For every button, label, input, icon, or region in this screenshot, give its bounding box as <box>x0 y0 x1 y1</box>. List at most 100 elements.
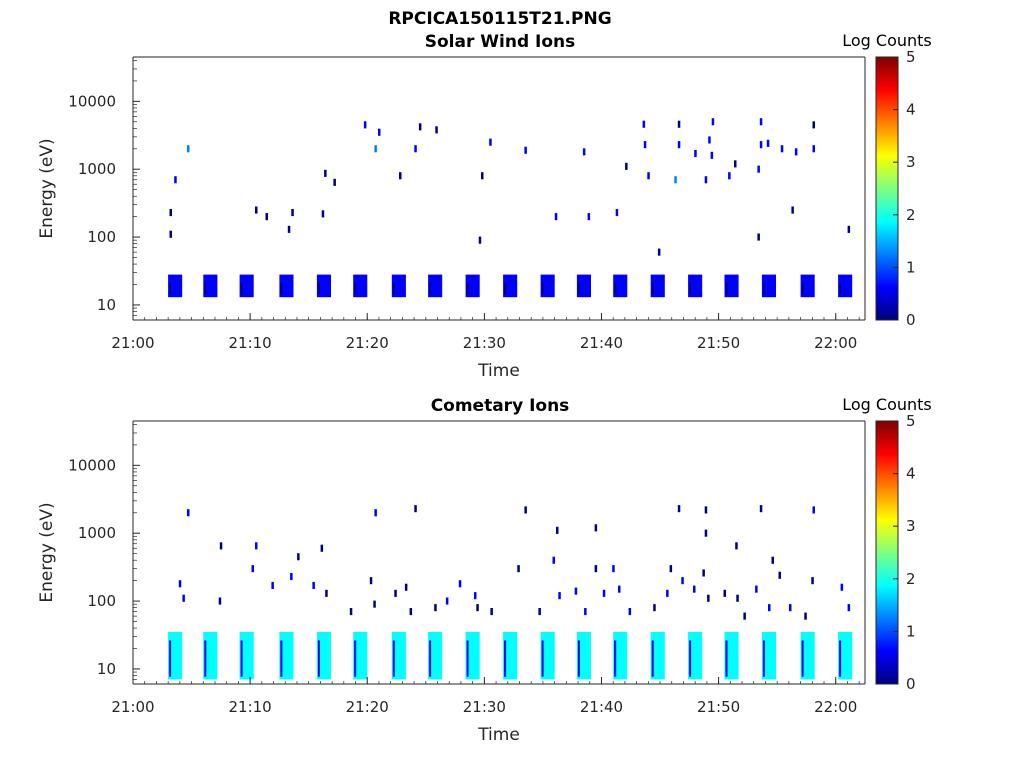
data-cell <box>458 580 462 588</box>
data-cell <box>320 544 324 552</box>
figure-title: RPCICA150115T21.PNG <box>388 9 611 29</box>
band-core <box>765 649 774 666</box>
band-core <box>320 649 329 666</box>
data-cell <box>324 169 327 177</box>
data-cell <box>517 565 520 573</box>
data-cell <box>666 589 669 597</box>
panel-title: Solar Wind Ions <box>425 32 576 52</box>
band-stripe <box>504 640 507 677</box>
band-core <box>580 649 589 666</box>
data-cell <box>373 600 376 608</box>
data-cell <box>710 151 714 159</box>
data-cell <box>612 565 615 573</box>
data-cell <box>759 505 763 513</box>
x-tick-label: 21:10 <box>229 698 272 716</box>
band-stripe <box>429 283 432 295</box>
y-axis-label: Energy (eV) <box>37 502 57 602</box>
data-cell <box>434 604 437 612</box>
band-stripe <box>392 283 395 295</box>
colorbar-tick-label: 1 <box>906 258 916 276</box>
band-stripe <box>466 640 469 677</box>
data-cell <box>414 505 417 513</box>
data-cell <box>677 505 681 513</box>
band-stripe <box>689 640 692 677</box>
data-cell <box>409 608 413 616</box>
data-cell <box>265 213 268 221</box>
colorbar-label: Log Counts <box>842 395 932 414</box>
y-tick-label: 10 <box>97 660 116 678</box>
data-cell <box>476 604 479 612</box>
data-cell <box>653 604 656 612</box>
band-core <box>469 649 478 666</box>
data-cell <box>755 585 758 593</box>
data-cell <box>766 139 770 147</box>
colorbar-tick-label: 0 <box>906 311 916 329</box>
band-burst <box>800 274 815 298</box>
data-cell <box>847 225 851 233</box>
data-cell <box>657 248 661 256</box>
data-cell <box>768 604 771 612</box>
data-cell <box>693 585 696 593</box>
data-cell <box>404 583 408 591</box>
data-cell <box>791 206 794 214</box>
data-cell <box>481 172 484 180</box>
data-cell <box>702 569 705 577</box>
band-stripe <box>762 283 765 295</box>
band-stripe <box>169 640 172 677</box>
colorbar-tick-label: 0 <box>906 675 916 693</box>
x-tick-label: 21:50 <box>697 698 740 716</box>
data-cell <box>169 230 172 238</box>
band-stripe <box>240 283 243 295</box>
band-stripe <box>725 283 728 295</box>
data-cell <box>374 145 377 153</box>
colorbar-tick-label: 5 <box>906 48 916 66</box>
data-cell <box>418 123 422 131</box>
data-cell <box>771 556 774 564</box>
data-cell <box>489 138 492 146</box>
data-cell <box>290 573 293 581</box>
data-cell <box>811 577 814 585</box>
data-cell <box>378 128 381 136</box>
data-cell <box>538 608 541 616</box>
data-cell <box>218 597 222 605</box>
data-cell <box>182 594 185 602</box>
band-stripe <box>429 640 432 677</box>
band-core <box>728 649 737 666</box>
band-burst <box>428 274 443 298</box>
colorbar-tick-label: 3 <box>906 517 916 535</box>
data-cell <box>711 118 715 126</box>
data-cell <box>490 608 493 616</box>
band-stripe <box>801 640 804 677</box>
data-cell <box>735 542 738 550</box>
y-tick-label: 10 <box>97 296 116 314</box>
x-tick-label: 22:00 <box>814 698 857 716</box>
band-burst <box>650 274 665 298</box>
band-core <box>172 649 181 666</box>
data-cell <box>840 583 844 591</box>
band-burst <box>688 274 703 298</box>
band-burst <box>576 274 591 298</box>
data-cell <box>325 589 328 597</box>
data-cell <box>759 141 763 149</box>
data-cell <box>255 542 258 550</box>
data-cell <box>297 553 300 561</box>
data-cell <box>594 565 598 573</box>
data-cell <box>628 608 632 616</box>
data-cell <box>778 571 781 579</box>
data-cell <box>757 233 760 241</box>
band-burst <box>203 274 218 298</box>
data-cell <box>708 136 711 144</box>
band-core <box>432 649 441 666</box>
data-cell <box>642 120 646 128</box>
band-core <box>357 649 366 666</box>
band-burst <box>613 274 628 298</box>
band-stripe <box>577 283 580 295</box>
data-cell <box>394 589 397 597</box>
data-cell <box>704 529 708 537</box>
colorbar-tick-label: 4 <box>906 101 916 119</box>
colorbar-tick-label: 2 <box>906 570 916 588</box>
colorbar <box>875 56 899 321</box>
x-tick-label: 21:20 <box>346 334 389 352</box>
band-stripe <box>392 640 395 677</box>
band-stripe <box>801 283 804 295</box>
